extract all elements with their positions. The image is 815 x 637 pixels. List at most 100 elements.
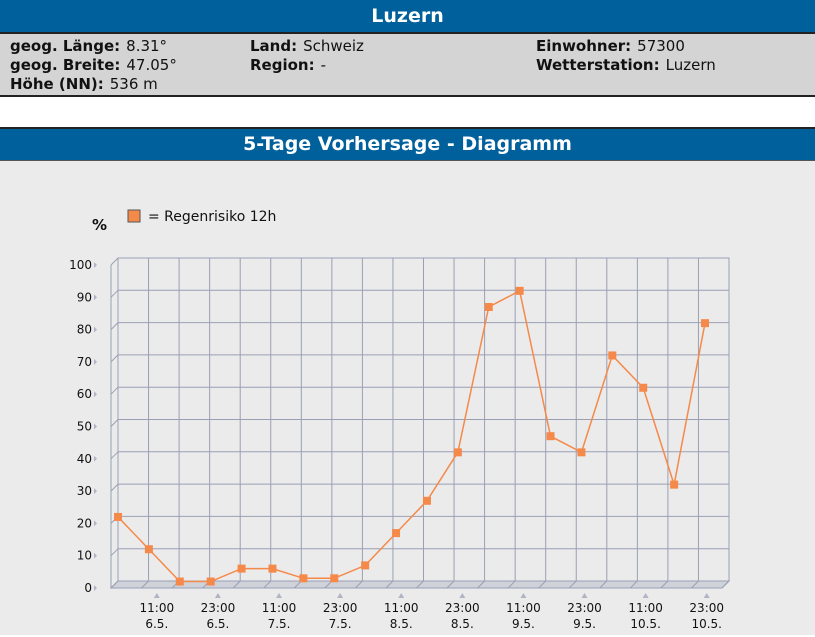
grid-depth-line [110, 483, 119, 492]
rain-risk-point [237, 564, 246, 573]
rain-risk-point [608, 351, 617, 360]
x-tick-time: 11:00 [628, 601, 663, 615]
x-tick-time: 11:00 [262, 601, 297, 615]
x-tick-time: 23:00 [689, 601, 724, 615]
rain-risk-chart: 0 10 20 30 40 50 60 70 80 90 100 11:00 6.5. 23:00 6.5.… [69, 209, 731, 631]
x-tick-date: 9.5. [573, 617, 596, 631]
forecast-title: 5-Tage Vorhersage - Diagramm [0, 129, 815, 161]
floor-depth-line [507, 580, 516, 589]
x-tick-date: 9.5. [512, 617, 535, 631]
y-tick-marker [94, 455, 97, 462]
floor-depth-line [141, 580, 149, 589]
y-tick-marker [94, 262, 97, 268]
x-tick-date: 7.5. [329, 617, 352, 631]
x-tick-date: 10.5. [691, 617, 722, 631]
rain-risk-point [577, 448, 586, 457]
grid-depth-line [110, 289, 119, 298]
x-tick-marker [459, 593, 466, 598]
rain-risk-point [299, 574, 308, 583]
station-label: Wetterstation: [536, 56, 660, 74]
rain-risk-point [701, 319, 709, 328]
x-tick-marker [276, 593, 283, 598]
x-tick-marker [214, 593, 221, 598]
y-tick-marker [94, 585, 97, 591]
rain-risk-point [546, 432, 555, 441]
country-label: Land: [250, 37, 298, 55]
y-tick-marker [94, 552, 97, 559]
latitude-row: geog. Breite: 47.05° [10, 56, 177, 74]
floor-depth-line [599, 580, 608, 589]
x-tick-marker [337, 593, 344, 598]
altitude-value: 536 m [109, 75, 158, 93]
longitude-row: geog. Länge: 8.31° [10, 37, 167, 55]
floor-depth-line [110, 580, 119, 589]
x-tick-time: 11:00 [506, 601, 541, 615]
floor-depth-line [263, 580, 272, 589]
floor-depth-line [629, 580, 638, 589]
chart-grid [109, 257, 731, 589]
legend-label: = Regenrisiko 12h [148, 209, 276, 225]
population-row: Einwohner: 57300 [536, 37, 685, 55]
x-tick-time: 23:00 [567, 601, 602, 615]
y-tick-label: 90 [77, 290, 92, 304]
y-tick-label: 60 [77, 387, 92, 401]
station-value: Luzern [665, 56, 716, 74]
rain-risk-point [453, 448, 462, 457]
x-tick-time: 23:00 [445, 601, 480, 615]
y-tick-label: 10 [77, 549, 92, 563]
x-tick-marker [703, 593, 710, 598]
floor-depth-line [660, 580, 669, 589]
y-tick-marker [94, 358, 97, 365]
country-value: Schweiz [303, 37, 364, 55]
chart-axes: 0 10 20 30 40 50 60 70 80 90 100 11:00 6.5. 23:00 6.5.… [69, 258, 724, 631]
rain-risk-point [670, 480, 679, 489]
floor-depth-line [355, 580, 363, 589]
region-label: Region: [250, 56, 315, 74]
x-tick-date: 6.5. [206, 617, 229, 631]
y-tick-label: 50 [77, 420, 92, 434]
y-tick-label: 0 [84, 581, 92, 595]
altitude-label: Höhe (NN): [10, 75, 104, 93]
x-tick-time: 23:00 [323, 601, 358, 615]
region-value: - [320, 56, 327, 74]
longitude-label: geog. Länge: [10, 37, 121, 55]
latitude-label: geog. Breite: [10, 56, 121, 74]
population-value: 57300 [637, 37, 685, 55]
floor-depth-line [568, 580, 577, 589]
y-tick-label: 30 [77, 484, 92, 498]
x-tick-date: 7.5. [268, 617, 291, 631]
grid-depth-line [110, 451, 119, 460]
floor-depth-line [446, 580, 455, 589]
y-tick-marker [94, 520, 97, 527]
rain-risk-point [484, 302, 493, 311]
x-tick-date: 10.5. [630, 617, 661, 631]
floor-depth-line [232, 580, 241, 589]
latitude-value: 47.05° [126, 56, 177, 74]
grid-depth-line [110, 386, 119, 395]
x-tick-marker [398, 593, 405, 598]
rain-risk-point [206, 577, 215, 586]
x-tick-marker [581, 593, 588, 598]
chart-legend: = Regenrisiko 12h [127, 209, 276, 225]
legend-swatch [127, 209, 141, 223]
location-info-grid: geog. Länge: 8.31° geog. Breite: 47.05° Hö… [0, 34, 815, 94]
floor-depth-line [416, 580, 424, 589]
country-row: Land: Schweiz [250, 37, 364, 55]
x-tick-marker [642, 593, 649, 598]
altitude-row: Höhe (NN): 536 m [10, 75, 158, 93]
x-tick-time: 11:00 [140, 601, 175, 615]
x-tick-date: 8.5. [451, 617, 474, 631]
x-tick-date: 8.5. [390, 617, 413, 631]
rain-risk-point [114, 512, 122, 521]
y-tick-label: 70 [77, 355, 92, 369]
rain-risk-point [175, 577, 184, 586]
grid-depth-line [110, 354, 119, 363]
y-tick-label: 100 [69, 258, 92, 272]
rain-risk-point [639, 383, 648, 392]
grid-depth-line [110, 257, 119, 266]
y-tick-marker [94, 391, 97, 398]
x-tick-marker [520, 593, 527, 598]
station-row: Wetterstation: Luzern [536, 56, 716, 74]
floor-depth-line [385, 580, 394, 589]
y-tick-label: 80 [77, 323, 92, 337]
